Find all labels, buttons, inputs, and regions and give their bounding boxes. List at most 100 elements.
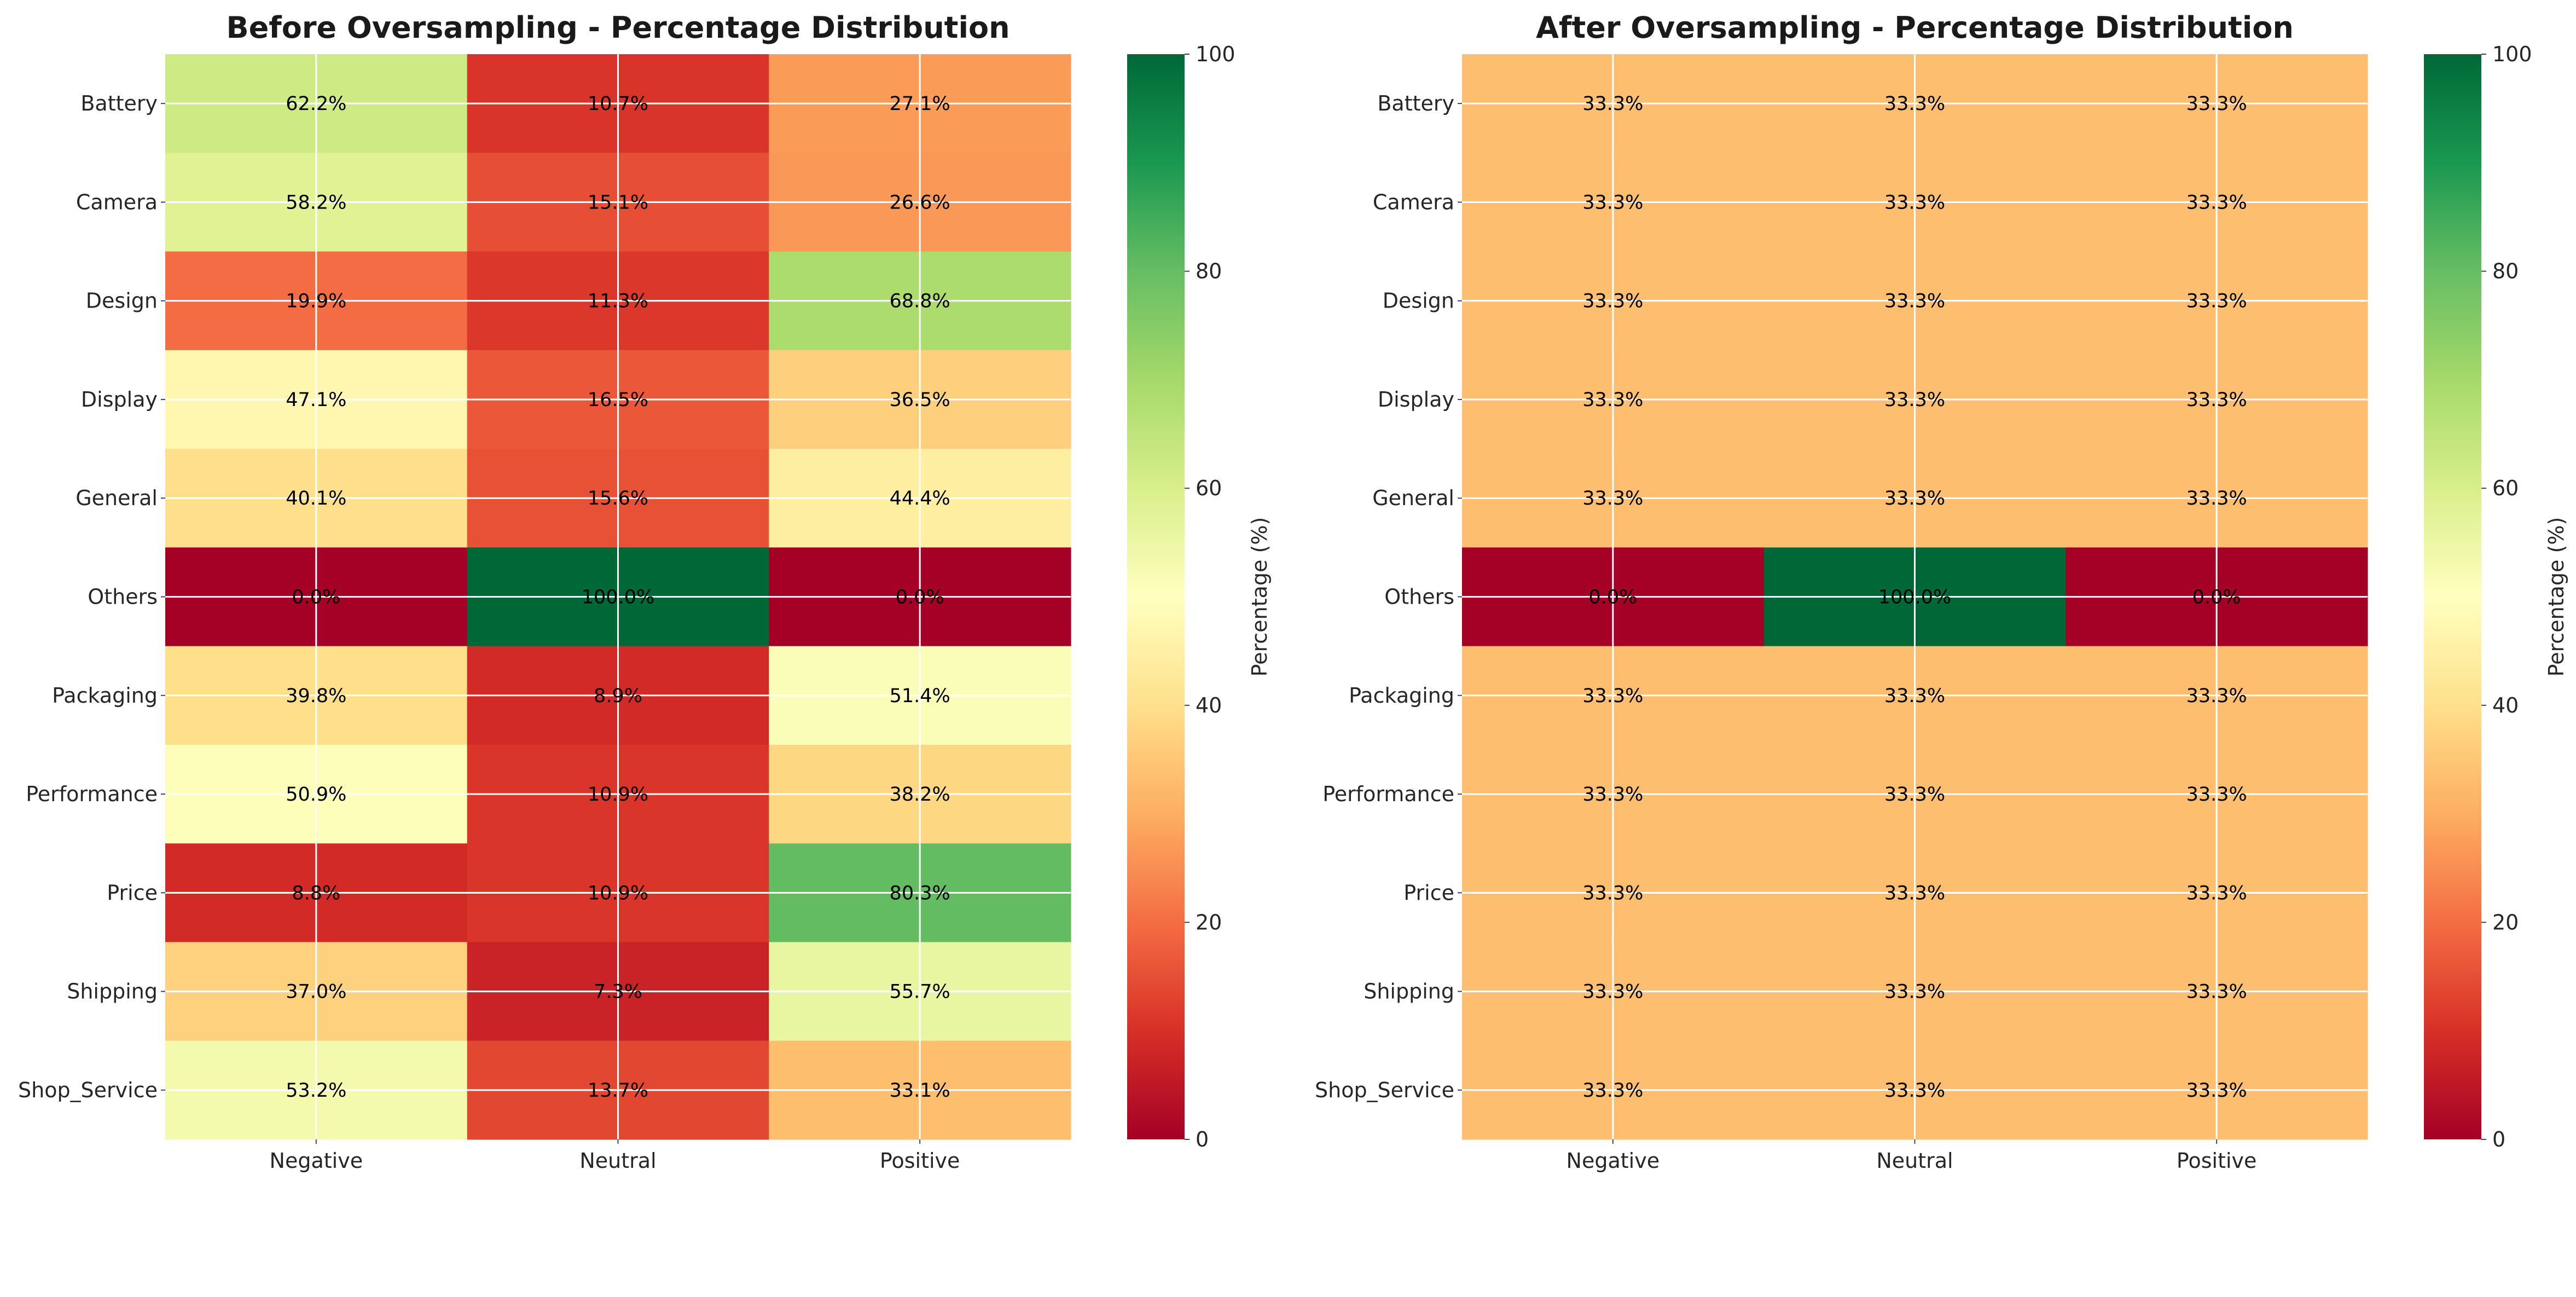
cell-value-label: 33.3%: [1582, 192, 1643, 213]
x-tick-label: Neutral: [579, 1149, 656, 1173]
y-tick-label: Price: [1403, 881, 1454, 905]
y-tick-label: Display: [1378, 387, 1454, 412]
x-tick-label: Positive: [2177, 1149, 2257, 1173]
cell-value-label: 10.9%: [588, 882, 648, 904]
y-tick-label: Battery: [80, 91, 158, 115]
cell-value-label: 33.3%: [2186, 93, 2247, 115]
y-tick-label: Others: [88, 585, 158, 609]
cell-value-label: 19.9%: [286, 291, 346, 312]
y-tick-label: Packaging: [1349, 684, 1454, 708]
cell-value-label: 8.9%: [594, 685, 642, 707]
cell-value-label: 62.2%: [286, 93, 346, 115]
x-tick-label: Positive: [880, 1149, 960, 1173]
y-tick-label: Packaging: [52, 684, 158, 708]
cell-value-label: 40.1%: [286, 488, 346, 509]
cell-value-label: 80.3%: [890, 882, 950, 904]
cell-value-label: 33.3%: [2186, 882, 2247, 904]
cell-value-label: 33.3%: [1582, 1080, 1643, 1102]
y-tick-label: Others: [1384, 585, 1454, 609]
cell-value-label: 33.3%: [1884, 981, 1945, 1003]
colorbar-tick-label: 100: [1196, 42, 1235, 66]
x-tick-label: Negative: [270, 1149, 363, 1173]
colorbar-tick-label: 40: [2492, 693, 2519, 717]
y-tick-label: General: [1372, 486, 1454, 510]
cell-value-label: 33.3%: [1884, 93, 1945, 115]
y-tick-label: General: [76, 486, 158, 510]
y-tick-label: Performance: [26, 782, 158, 806]
y-tick-label: Display: [81, 387, 158, 412]
cell-value-label: 0.0%: [292, 587, 340, 609]
cell-value-label: 33.3%: [1582, 291, 1643, 312]
cell-value-label: 33.3%: [1582, 882, 1643, 904]
cell-value-label: 33.3%: [2186, 981, 2247, 1003]
cell-value-label: 58.2%: [286, 192, 346, 213]
cell-value-label: 33.3%: [2186, 389, 2247, 411]
cell-value-label: 37.0%: [286, 981, 346, 1003]
chart-title: Before Oversampling - Percentage Distrib…: [226, 10, 1009, 45]
cell-value-label: 33.3%: [1582, 981, 1643, 1003]
cell-value-label: 33.3%: [2186, 192, 2247, 213]
cell-value-label: 33.3%: [1582, 488, 1643, 509]
cell-value-label: 50.9%: [286, 784, 346, 806]
colorbar-tick-label: 60: [2492, 476, 2519, 500]
cell-value-label: 33.3%: [1884, 291, 1945, 312]
cell-value-label: 33.3%: [2186, 685, 2247, 707]
cell-value-label: 26.6%: [890, 192, 950, 213]
cell-value-label: 7.3%: [594, 981, 642, 1003]
cell-value-label: 44.4%: [890, 488, 950, 509]
cell-value-label: 33.3%: [1884, 1080, 1945, 1102]
x-tick-label: Neutral: [1876, 1149, 1953, 1173]
cell-value-label: 33.3%: [1884, 685, 1945, 707]
y-tick-label: Shop_Service: [1315, 1078, 1454, 1102]
cell-value-label: 47.1%: [286, 389, 346, 411]
cell-value-label: 10.7%: [588, 93, 648, 115]
cell-value-label: 15.6%: [588, 488, 648, 509]
colorbar-tick-label: 20: [1196, 910, 1222, 934]
cell-value-label: 33.3%: [1884, 488, 1945, 509]
cell-value-label: 100.0%: [582, 587, 654, 609]
y-tick-label: Shop_Service: [18, 1078, 158, 1102]
cell-value-label: 33.3%: [1884, 192, 1945, 213]
cell-value-label: 36.5%: [890, 389, 950, 411]
cell-value-label: 10.9%: [588, 784, 648, 806]
cell-value-label: 13.7%: [588, 1080, 648, 1102]
cell-value-label: 33.3%: [2186, 291, 2247, 312]
colorbar-tick-label: 100: [2492, 42, 2532, 66]
cell-value-label: 33.3%: [1582, 685, 1643, 707]
cell-value-label: 33.3%: [1582, 784, 1643, 806]
y-tick-label: Performance: [1322, 782, 1454, 806]
colorbar-tick-label: 0: [2492, 1127, 2505, 1151]
cell-value-label: 0.0%: [896, 587, 944, 609]
x-tick-label: Negative: [1567, 1149, 1660, 1173]
heatmap-panel-1: Before Oversampling - Percentage Distrib…: [18, 10, 1272, 1173]
y-tick-label: Price: [107, 881, 158, 905]
cell-value-label: 33.3%: [2186, 1080, 2247, 1102]
cell-value-label: 33.3%: [1884, 784, 1945, 806]
cell-value-label: 68.8%: [890, 291, 950, 312]
cell-value-label: 33.3%: [2186, 784, 2247, 806]
y-tick-label: Design: [1383, 289, 1454, 313]
cell-value-label: 38.2%: [890, 784, 950, 806]
cell-value-label: 0.0%: [1588, 587, 1637, 609]
cell-value-label: 33.3%: [1884, 389, 1945, 411]
y-tick-label: Shipping: [1364, 980, 1454, 1004]
y-tick-label: Camera: [76, 190, 158, 214]
cell-value-label: 100.0%: [1878, 587, 1951, 609]
colorbar-tick-label: 20: [2492, 910, 2519, 934]
colorbar-tick-label: 0: [1196, 1127, 1209, 1151]
y-tick-label: Shipping: [67, 980, 158, 1004]
cell-value-label: 51.4%: [890, 685, 950, 707]
colorbar-label: Percentage (%): [1248, 517, 1272, 677]
heatmap-panel-2: After Oversampling - Percentage Distribu…: [1315, 10, 2568, 1173]
cell-value-label: 33.3%: [1582, 93, 1643, 115]
colorbar-tick-label: 80: [1196, 259, 1222, 283]
colorbar-tick-label: 60: [1196, 476, 1222, 500]
colorbar-label: Percentage (%): [2544, 517, 2568, 677]
cell-value-label: 33.3%: [1884, 882, 1945, 904]
cell-value-label: 15.1%: [588, 192, 648, 213]
y-tick-label: Battery: [1377, 91, 1454, 115]
colorbar-tick-label: 80: [2492, 259, 2519, 283]
colorbar: [1127, 54, 1185, 1139]
cell-value-label: 33.3%: [2186, 488, 2247, 509]
